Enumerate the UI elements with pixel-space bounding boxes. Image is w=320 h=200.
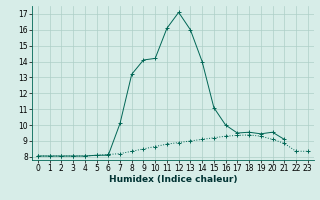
X-axis label: Humidex (Indice chaleur): Humidex (Indice chaleur): [108, 175, 237, 184]
